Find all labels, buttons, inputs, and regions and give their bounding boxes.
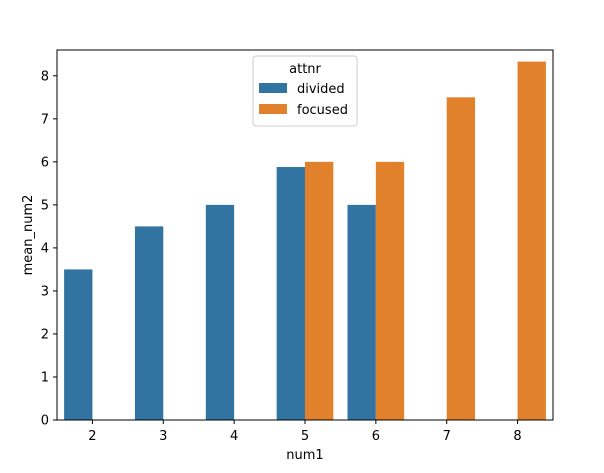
x-tick-label: 3 [159,429,167,444]
y-tick-label: 1 [41,370,49,385]
x-tick-label: 7 [443,429,451,444]
x-tick-label: 6 [372,429,380,444]
bar-divided-3 [134,226,164,420]
y-tick-label: 6 [41,155,49,170]
bar-divided-2 [64,269,93,420]
legend-label-divided: divided [297,82,345,97]
y-tick-label: 0 [41,414,49,429]
y-axis-label: mean_num2 [21,195,36,276]
y-tick-label: 7 [41,112,49,127]
y-tick-label: 8 [41,69,49,84]
x-tick-label: 2 [88,429,96,444]
x-tick-label: 5 [301,429,309,444]
legend-label-focused: focused [297,103,348,118]
plot-frame [56,49,554,421]
x-tick-label: 4 [230,429,238,444]
bar-divided-6 [347,204,376,420]
bar-focused-5 [305,161,334,421]
bars-layer [64,61,546,421]
bar-divided-4 [205,204,235,420]
bar-focused-6 [375,161,405,421]
bar-divided-5 [276,167,305,420]
legend-title: attnr [289,62,321,77]
x-tick-label: 8 [513,429,521,444]
bar-focused-7 [446,97,476,420]
legend-swatch-divided [259,83,287,93]
axes-layer: 0 1 2 3 4 5 6 7 8 2 3 4 5 6 7 8 num1 mean_num2 [21,49,554,463]
legend: attnr divided focused [252,55,358,127]
y-tick-label: 3 [41,284,49,299]
x-axis-label: num1 [286,448,323,463]
y-tick-label: 4 [41,241,49,256]
y-tick-label: 5 [41,198,49,213]
y-tick-label: 2 [41,327,49,342]
legend-swatch-focused [259,104,287,114]
bar-focused-8 [517,61,546,421]
